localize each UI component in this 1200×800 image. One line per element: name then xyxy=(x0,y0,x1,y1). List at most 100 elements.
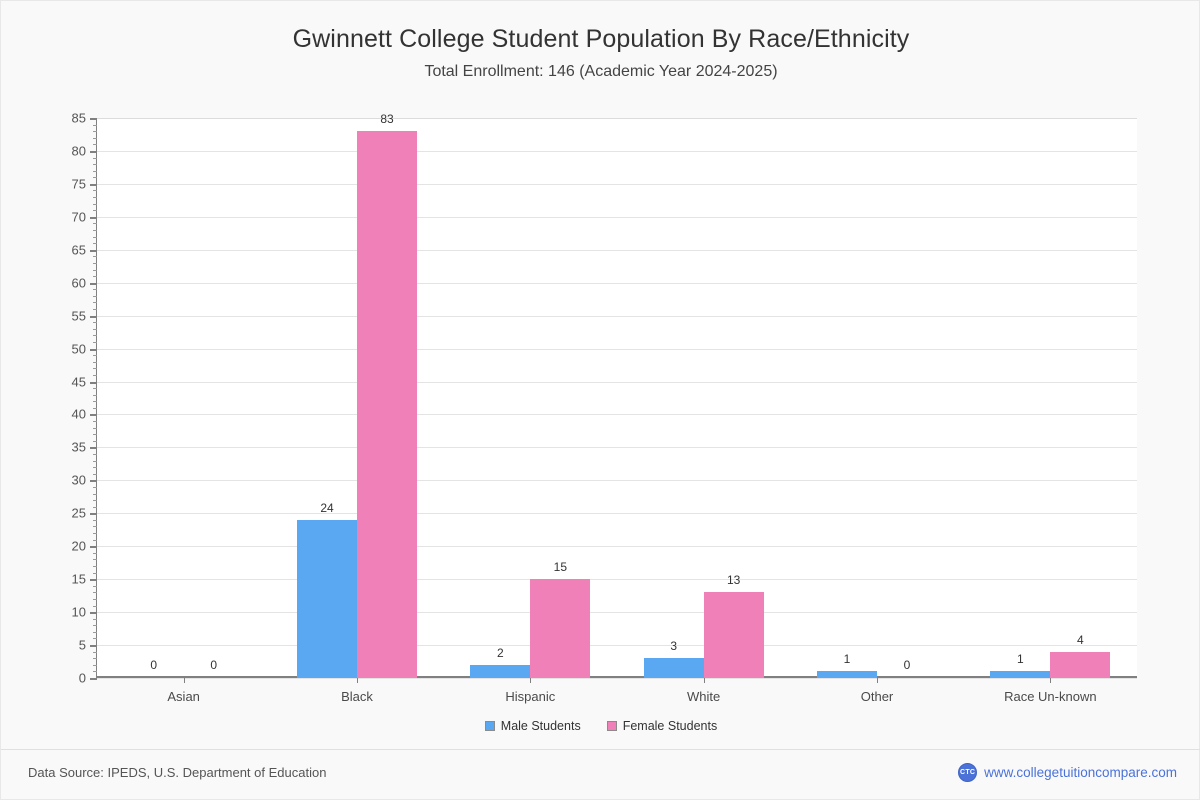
y-axis-label: 35 xyxy=(71,439,86,455)
y-axis-label: 20 xyxy=(71,538,86,554)
footer-divider xyxy=(1,749,1200,750)
y-tick-minor xyxy=(93,440,97,442)
y-axis-label: 85 xyxy=(71,110,86,126)
y-axis-label: 15 xyxy=(71,571,86,587)
bar-value-label: 1 xyxy=(1016,652,1024,667)
y-tick-major xyxy=(90,645,97,648)
y-tick-minor xyxy=(93,506,97,508)
y-tick-minor xyxy=(93,394,97,396)
gridline xyxy=(97,480,1137,482)
y-tick-major xyxy=(90,513,97,516)
y-tick-minor xyxy=(93,256,97,258)
gridline xyxy=(97,348,1137,350)
legend-label: Male Students xyxy=(500,719,581,733)
y-axis-label: 70 xyxy=(71,209,86,225)
bar-value-label: 1 xyxy=(843,652,851,667)
y-tick-major xyxy=(90,216,97,219)
y-tick-minor xyxy=(93,625,97,627)
y-tick-major xyxy=(90,315,97,318)
y-tick-minor xyxy=(93,157,97,159)
gridline xyxy=(97,249,1137,251)
y-tick-minor xyxy=(93,539,97,541)
gridline xyxy=(97,150,1137,152)
y-tick-minor xyxy=(93,243,97,245)
x-axis-label-black: Black xyxy=(341,689,373,704)
y-tick-minor xyxy=(93,638,97,640)
y-tick-minor xyxy=(93,592,97,594)
y-tick-minor xyxy=(93,401,97,403)
bar[interactable]: 24 xyxy=(297,501,357,678)
y-tick-minor xyxy=(93,144,97,146)
y-tick-minor xyxy=(93,486,97,488)
y-axis-label: 50 xyxy=(71,341,86,357)
x-axis-label-asian: Asian xyxy=(167,689,200,704)
y-axis-label: 80 xyxy=(71,143,86,159)
bar[interactable]: 2 xyxy=(470,646,531,678)
y-tick-minor xyxy=(93,533,97,535)
bar-value-label: 13 xyxy=(726,573,741,588)
y-tick-minor xyxy=(93,269,97,271)
y-tick-major xyxy=(90,183,97,186)
y-tick-minor xyxy=(93,407,97,409)
y-tick-major xyxy=(90,546,97,549)
y-tick-minor xyxy=(93,467,97,469)
gridline xyxy=(97,414,1137,416)
legend-item[interactable]: Female Students xyxy=(606,719,717,733)
chart-legend: Male Students Female Students xyxy=(1,719,1200,733)
bar[interactable]: 15 xyxy=(530,560,591,678)
y-tick-major xyxy=(90,678,97,680)
y-tick-minor xyxy=(93,605,97,607)
y-tick-minor xyxy=(93,289,97,291)
ctc-logo-icon: CTC xyxy=(958,763,978,782)
y-tick-minor xyxy=(93,388,97,390)
bar[interactable]: 3 xyxy=(643,639,704,678)
y-axis-label: 45 xyxy=(71,374,86,390)
brand-link[interactable]: CTC www.collegetuitioncompare.com xyxy=(958,763,1177,782)
bar[interactable]: 83 xyxy=(357,112,417,678)
gridline xyxy=(97,183,1137,185)
y-tick-minor xyxy=(93,177,97,179)
y-tick-minor xyxy=(93,322,97,324)
bar[interactable]: 1 xyxy=(990,652,1051,678)
y-tick-major xyxy=(90,348,97,351)
gridline xyxy=(97,513,1137,515)
data-source-text: Data Source: IPEDS, U.S. Department of E… xyxy=(28,765,327,780)
bar-value-label: 0 xyxy=(903,658,911,672)
y-tick-minor xyxy=(93,342,97,343)
y-tick-minor xyxy=(93,493,97,495)
y-tick-minor xyxy=(93,460,97,462)
gridline xyxy=(97,678,1137,679)
y-tick-minor xyxy=(93,295,97,297)
brand-url-text: www.collegetuitioncompare.com xyxy=(984,765,1177,780)
bar[interactable]: 13 xyxy=(703,573,764,678)
x-axis-label-white: White xyxy=(687,689,721,704)
legend-swatch-icon xyxy=(606,721,617,731)
y-tick-minor xyxy=(93,473,97,475)
y-tick-minor xyxy=(93,164,97,166)
y-axis-label: 25 xyxy=(71,505,86,521)
bar[interactable]: 1 xyxy=(817,652,877,678)
gridline xyxy=(97,579,1137,581)
y-tick-minor xyxy=(93,190,97,192)
y-tick-minor xyxy=(93,500,97,502)
y-tick-major xyxy=(90,282,97,285)
y-tick-minor xyxy=(93,137,97,139)
y-tick-minor xyxy=(93,302,97,304)
y-tick-minor xyxy=(93,519,97,521)
y-axis-label: 75 xyxy=(71,176,86,192)
bar-value-label: 83 xyxy=(380,112,394,127)
y-tick-minor xyxy=(93,223,97,225)
legend-item[interactable]: Male Students xyxy=(484,719,581,733)
y-tick-minor xyxy=(93,131,97,133)
y-tick-minor xyxy=(93,572,97,574)
y-tick-minor xyxy=(93,236,97,238)
y-tick-major xyxy=(90,381,97,384)
y-tick-minor xyxy=(93,631,97,633)
bar[interactable]: 4 xyxy=(1050,633,1111,678)
y-tick-minor xyxy=(93,276,97,278)
y-tick-major xyxy=(90,612,97,615)
plot-wrapper: 0 5 10 15 20 25 30 35 40 45 50 55 60 65 70 75 80 85 0 0 24 8… xyxy=(72,111,1137,704)
bar-value-label: 3 xyxy=(670,639,677,654)
gridline xyxy=(97,118,1137,119)
